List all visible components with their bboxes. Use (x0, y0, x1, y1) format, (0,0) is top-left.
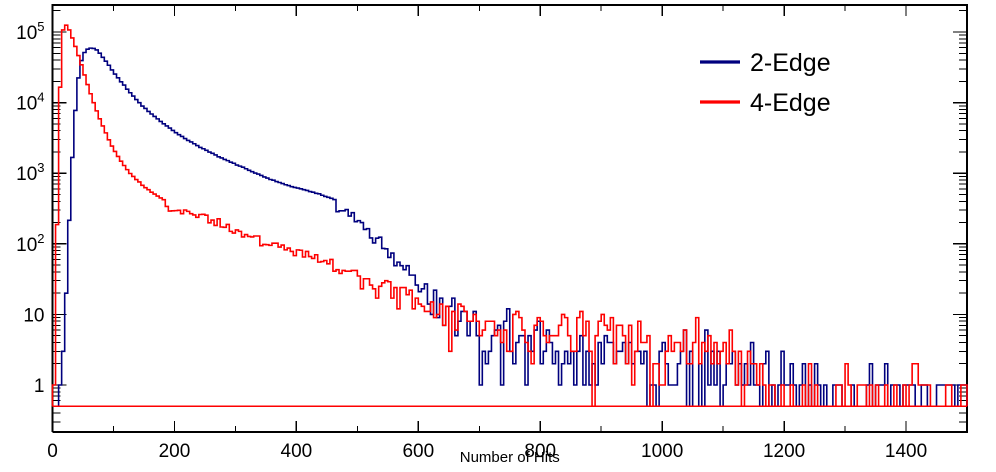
y-tick-label: 102 (16, 231, 44, 256)
x-tick-label: 800 (524, 441, 556, 462)
x-tick-label: 0 (47, 441, 58, 462)
x-tick-label: 200 (159, 441, 191, 462)
x-tick-label: 400 (281, 441, 313, 462)
y-tick-label: 105 (16, 19, 44, 44)
x-tick-label: 1400 (885, 441, 927, 462)
x-axis-ticks (51, 5, 907, 432)
legend-label-2-edge: 2-Edge (750, 49, 831, 77)
y-tick-label: 1 (34, 376, 45, 397)
x-axis-tick-labels: 0 200 400 600 800 1000 1200 1400 (47, 441, 927, 462)
y-tick-label: 104 (16, 90, 44, 115)
x-axis-title-text: Number of Hits (460, 449, 560, 466)
legend-label-4-edge: 4-Edge (750, 89, 831, 117)
x-tick-label: 600 (402, 441, 434, 462)
legend: 2-Edge 4-Edge (700, 49, 831, 117)
series-group (51, 24, 968, 408)
y-tick-label: 10 (23, 305, 44, 326)
y-tick-label: 103 (16, 160, 44, 185)
x-tick-label: 1200 (763, 441, 805, 462)
y-axis-tick-labels: 1 10 102 103 104 105 (16, 19, 44, 397)
x-tick-label: 1000 (641, 441, 683, 462)
x-axis-title: Number of Hits (460, 449, 560, 466)
